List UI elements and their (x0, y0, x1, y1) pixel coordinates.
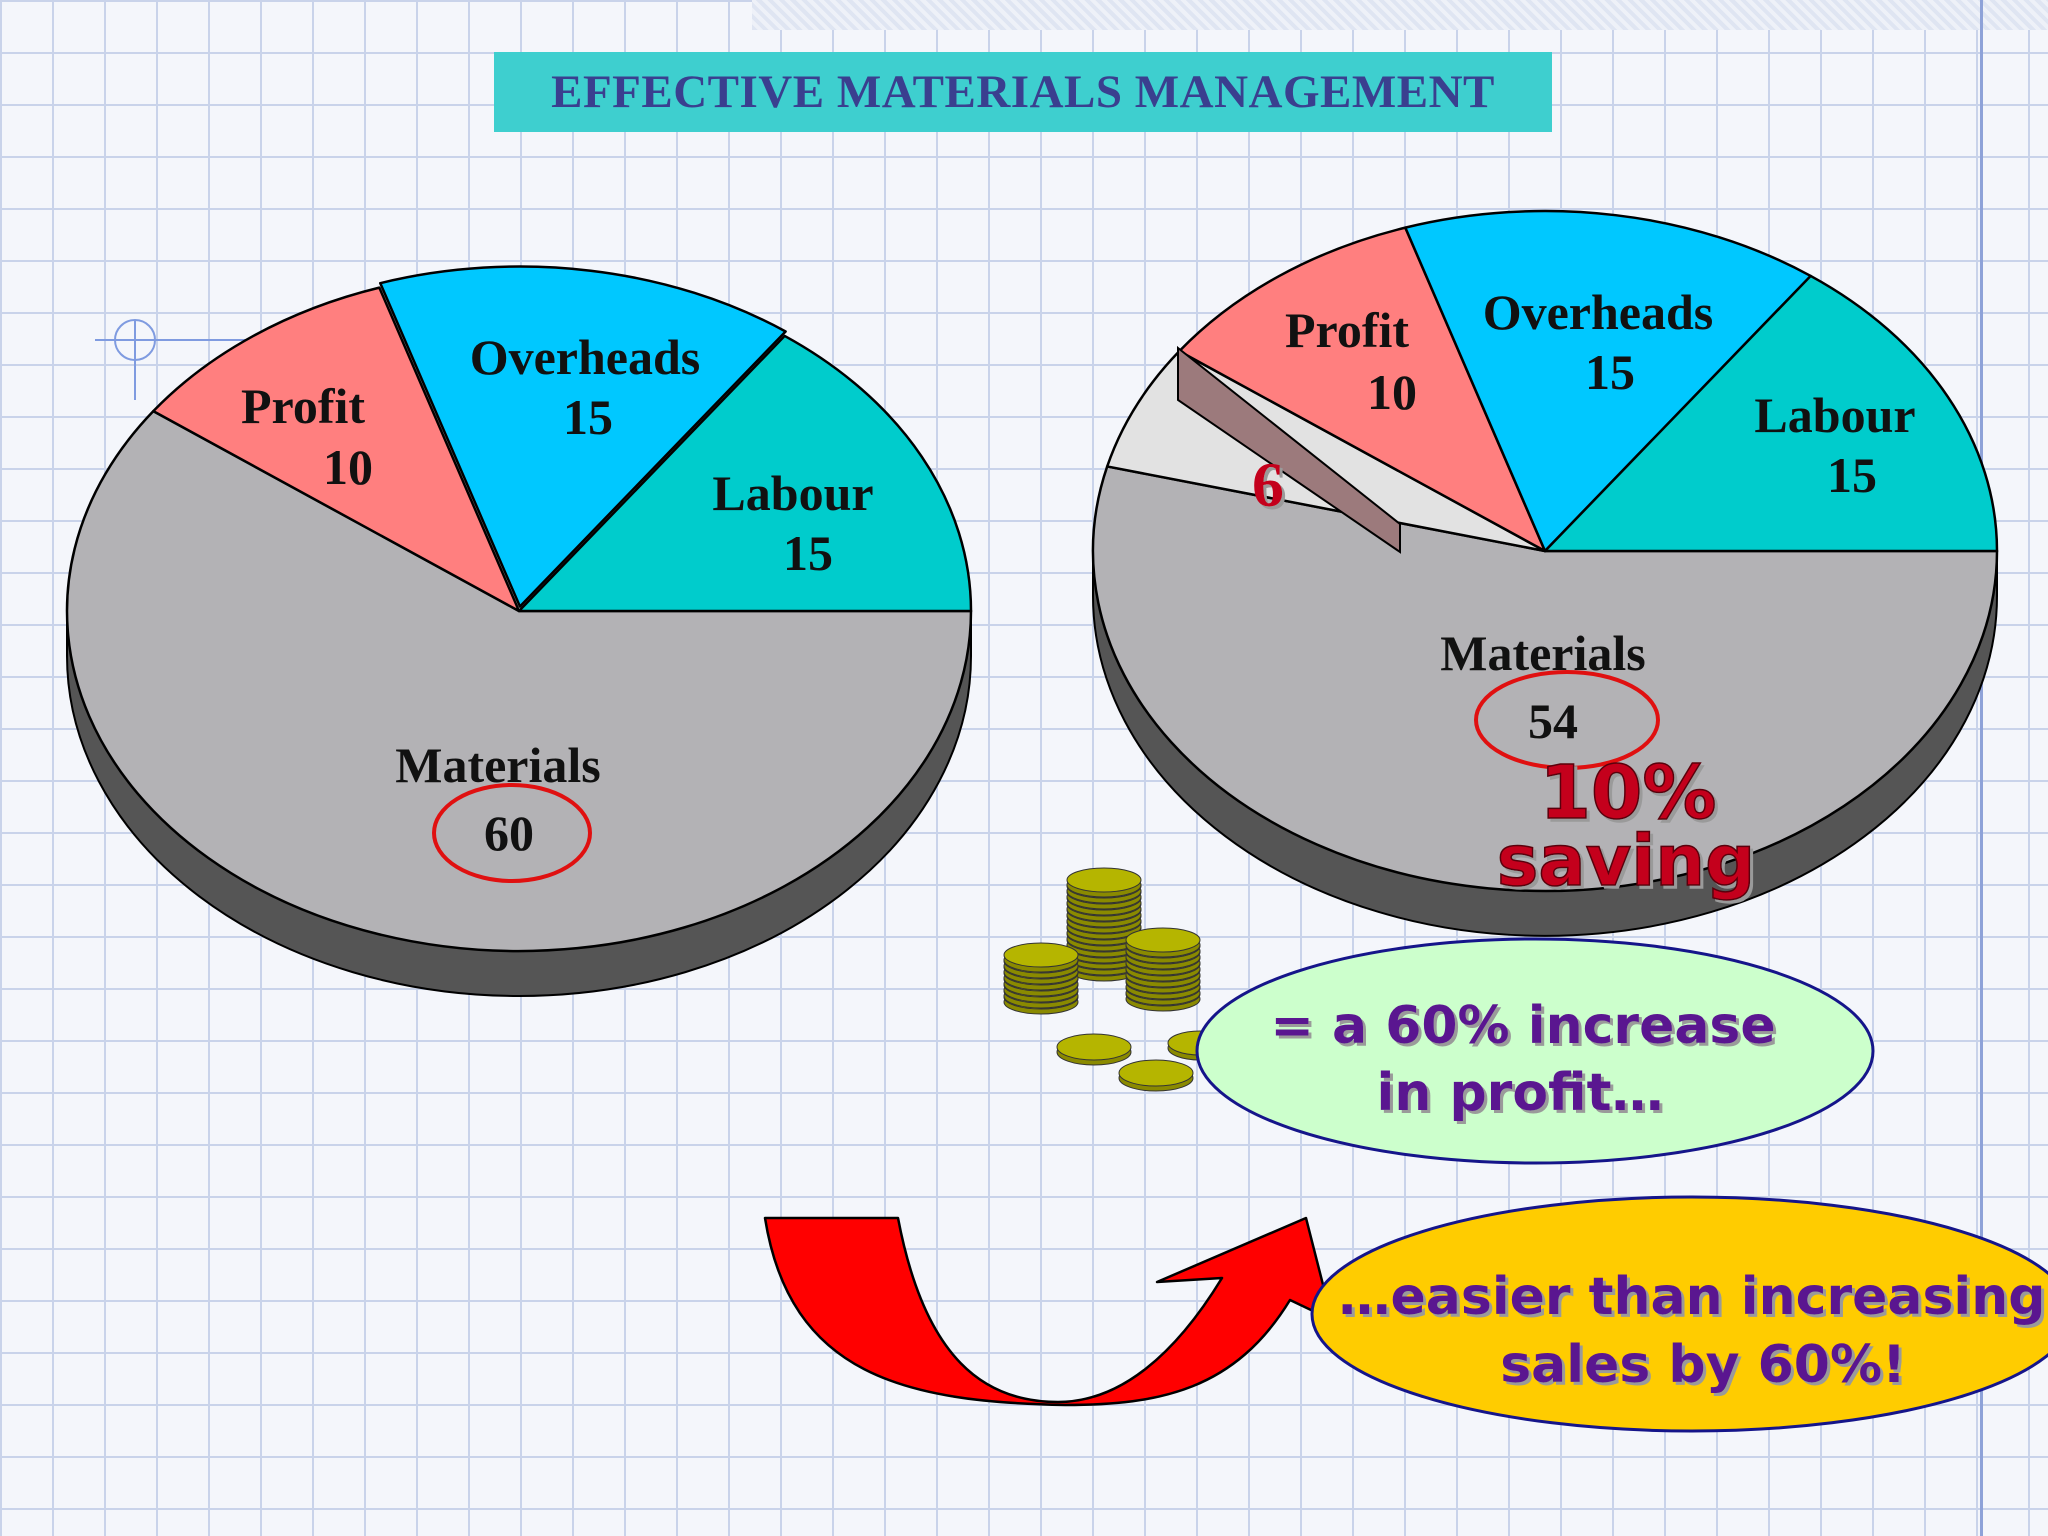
decorative-margin-line (1980, 0, 1983, 1536)
pie-chart-before (65, 265, 973, 997)
label-right-labour-value: 15 (1827, 447, 1877, 503)
saving-percent-text: 10% (1539, 750, 1716, 836)
label-left-labour-name: Labour (712, 465, 873, 521)
sales-callout-line2: sales by 60%! (1500, 1335, 1906, 1395)
profit-callout-line2: in profit… (1377, 1063, 1664, 1123)
coin (1125, 927, 1201, 953)
saving-callout: 10% saving (1496, 749, 1756, 903)
sales-oval (1310, 1195, 2048, 1433)
coin (1003, 942, 1079, 968)
pie-slice-labour (1543, 274, 1999, 553)
saving-wedge-slab (1177, 345, 1401, 554)
pie-slice-materials (65, 409, 973, 953)
coin (1056, 1033, 1132, 1061)
label-left-profit-value: 10 (323, 439, 373, 495)
profit-callout-line1: = a 60% increase (1270, 996, 1775, 1056)
label-right-overheads-name: Overheads (1483, 284, 1714, 340)
saving-word-text: saving (1497, 820, 1755, 902)
label-left-materials-value: 60 (484, 805, 534, 861)
label-right-profit-value: 10 (1367, 364, 1417, 420)
label-left-profit-name: Profit (241, 378, 365, 434)
profit-increase-callout: = a 60% increase in profit… (1195, 937, 1875, 1165)
pie-slice-overheads (379, 265, 787, 608)
pie-slice-materials (1091, 465, 1999, 893)
profit-oval (1195, 937, 1875, 1165)
right-pie-labels: Profit 10 Overheads 15 Labour 15 Materia… (1252, 284, 1916, 770)
coin (1118, 1059, 1194, 1087)
pie-chart-after (1091, 209, 1999, 937)
highlight-circle-right (1474, 670, 1660, 770)
label-left-labour-value: 15 (783, 525, 833, 581)
label-right-saving-value: 6 (1252, 449, 1284, 520)
coin (1066, 867, 1142, 893)
curved-arrow-icon (763, 1216, 1334, 1407)
sales-callout-line1: …easier than increasing (1339, 1267, 2046, 1327)
pie-slice-profit (1178, 226, 1547, 553)
pie-slice-profit (152, 286, 521, 613)
pie-slice-overheads (1404, 209, 1812, 553)
label-right-materials-value: 54 (1528, 693, 1578, 749)
label-left-overheads-name: Overheads (470, 329, 701, 385)
highlight-circle-left (432, 783, 592, 883)
label-left-materials-name: Materials (395, 737, 600, 793)
label-right-profit-name: Profit (1285, 302, 1409, 358)
decorative-top-band (752, 0, 2048, 30)
label-left-overheads-value: 15 (563, 389, 613, 445)
sales-callout: …easier than increasing sales by 60%! (1310, 1195, 2048, 1433)
coin-stack-icon (1003, 867, 1233, 1092)
label-right-labour-name: Labour (1754, 387, 1915, 443)
crosshair-icon (95, 319, 250, 400)
left-pie-labels: Profit 10 Overheads 15 Labour 15 Materia… (241, 329, 874, 883)
slide-title: EFFECTIVE MATERIALS MANAGEMENT (494, 52, 1552, 132)
label-right-overheads-value: 15 (1585, 344, 1635, 400)
pie-slice-labour (517, 334, 973, 613)
